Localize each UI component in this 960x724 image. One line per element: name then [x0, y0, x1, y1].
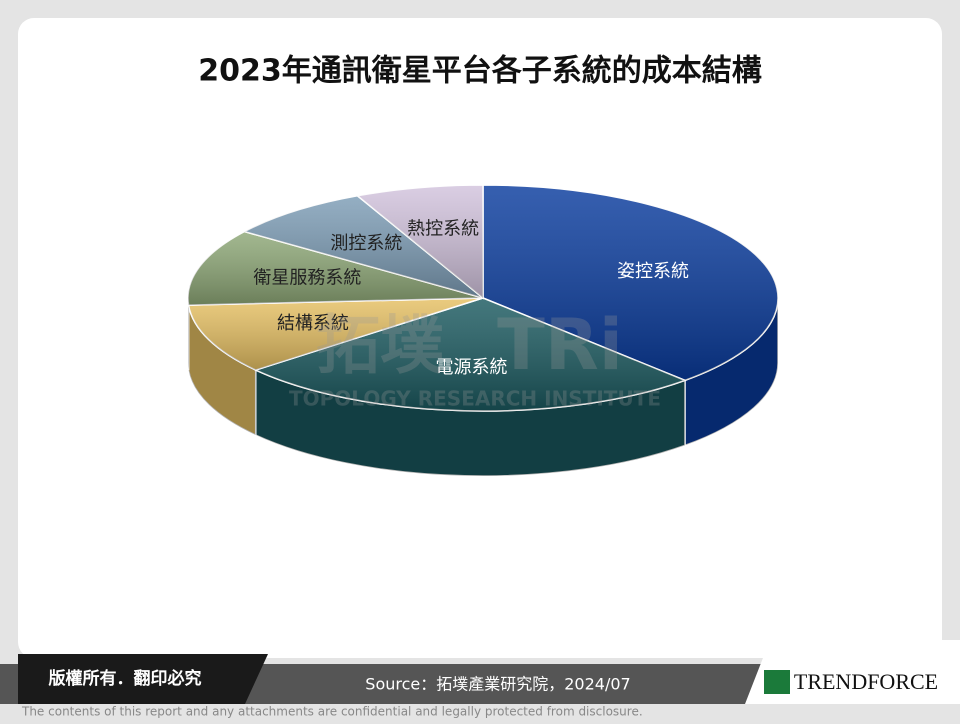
slice-label: 姿控系統 — [617, 261, 689, 282]
watermark: 拓墣 TRi TOPOLOGY RESEARCH INSTITUTE — [289, 304, 661, 410]
pie-side-shade — [684, 298, 779, 446]
slice-label: 衛星服務系統 — [253, 267, 361, 288]
watermark-name: TOPOLOGY RESEARCH INSTITUTE — [289, 387, 661, 411]
slice-label: 熱控系統 — [407, 219, 479, 240]
source: Source：拓墣產業研究院，2024/07 — [365, 675, 630, 694]
pie-slice-shade — [244, 195, 483, 298]
pie-side-shade — [255, 370, 685, 476]
rights: 版權所有．翻印必究 — [49, 668, 202, 689]
pie-slice-shade — [188, 298, 484, 371]
rights-box — [18, 654, 268, 704]
brand-box — [745, 640, 960, 704]
pie-slice-shade — [483, 185, 778, 381]
pie-side-shade — [188, 305, 256, 436]
chart-title: 2023年通訊衛星平台各子系統的成本結構 — [198, 54, 762, 89]
pie-side-shade — [188, 298, 189, 371]
brand: TRENDFORCE — [794, 669, 938, 694]
pie-slice-shade — [187, 231, 483, 306]
slice-label: 測控系統 — [330, 233, 402, 254]
brand-icon — [764, 670, 790, 694]
watermark-mark: TRi — [497, 304, 623, 386]
disclaimer: The contents of this report and any atta… — [21, 705, 643, 719]
pie-slice-shade — [357, 185, 483, 298]
pie-slice-shade — [255, 298, 685, 411]
watermark-logo: 拓墣 — [316, 310, 444, 384]
slice-label: 結構系統 — [277, 313, 349, 334]
slice-label: 電源系統 — [436, 357, 508, 378]
